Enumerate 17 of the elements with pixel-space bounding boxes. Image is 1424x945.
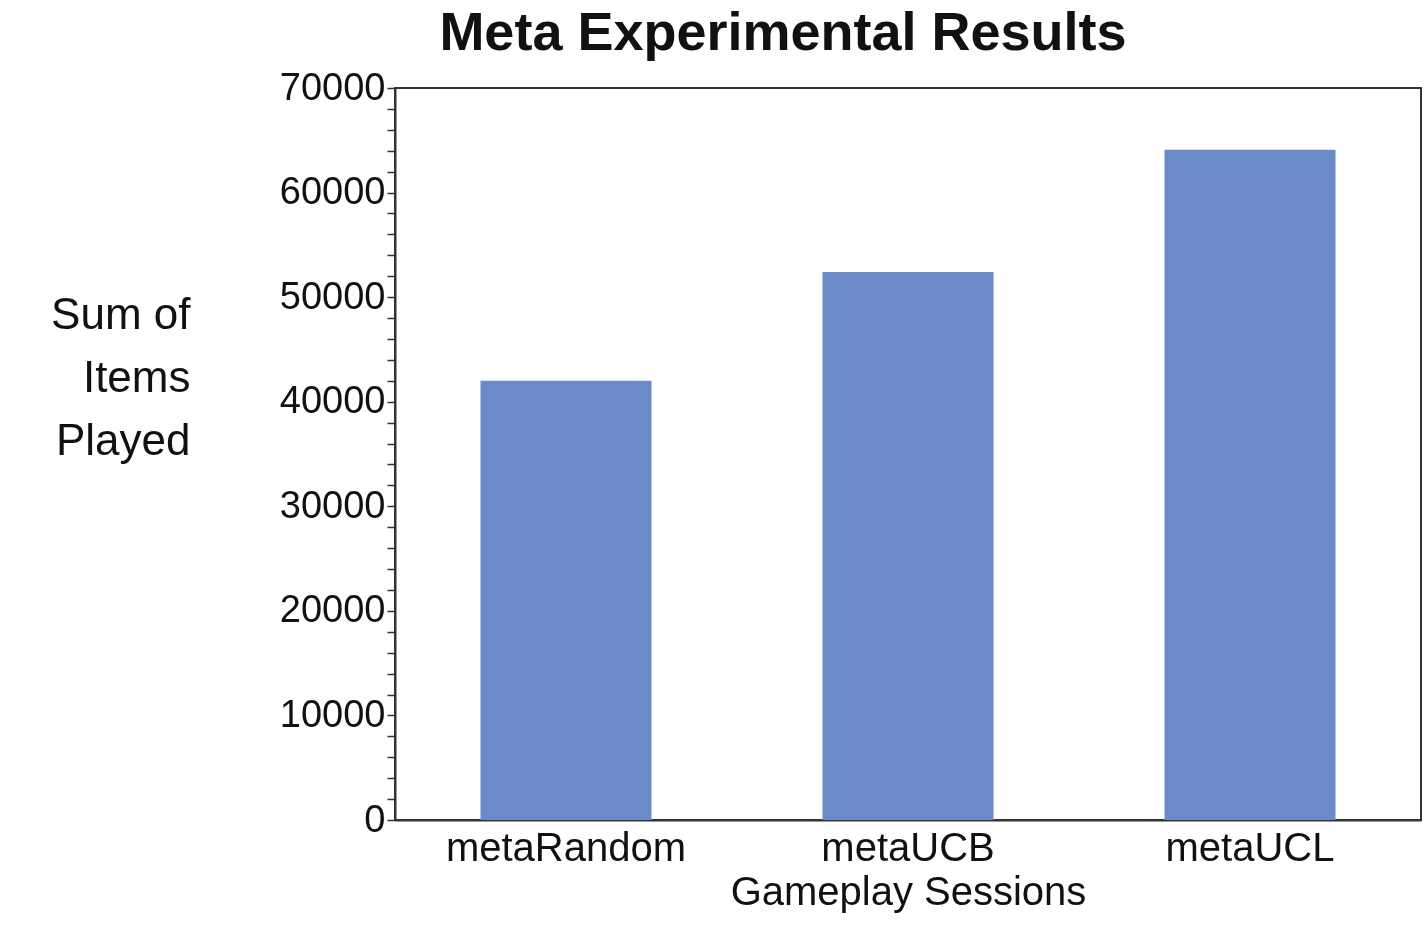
y-tick-label: 30000 <box>279 483 386 526</box>
bar <box>822 272 994 820</box>
chart-title: Meta Experimental Results <box>439 1 1127 61</box>
x-tick-label: metaUCL <box>1165 824 1335 869</box>
y-tick-label: 40000 <box>279 379 386 422</box>
bar <box>1164 149 1336 820</box>
y-axis-title: Sum of Items Played <box>51 288 192 464</box>
y-tick-label: 70000 <box>279 65 386 108</box>
bar <box>480 380 652 820</box>
x-tick-label: metaRandom <box>445 824 687 869</box>
y-tick-label: 0 <box>364 797 386 840</box>
x-axis-title: Gameplay Sessions <box>730 868 1087 913</box>
y-tick-label: 50000 <box>279 274 386 317</box>
y-tick-label: 10000 <box>279 692 386 735</box>
x-tick-label: metaUCB <box>821 824 995 869</box>
y-tick-label: 20000 <box>279 588 386 631</box>
y-tick-label: 60000 <box>279 170 386 213</box>
